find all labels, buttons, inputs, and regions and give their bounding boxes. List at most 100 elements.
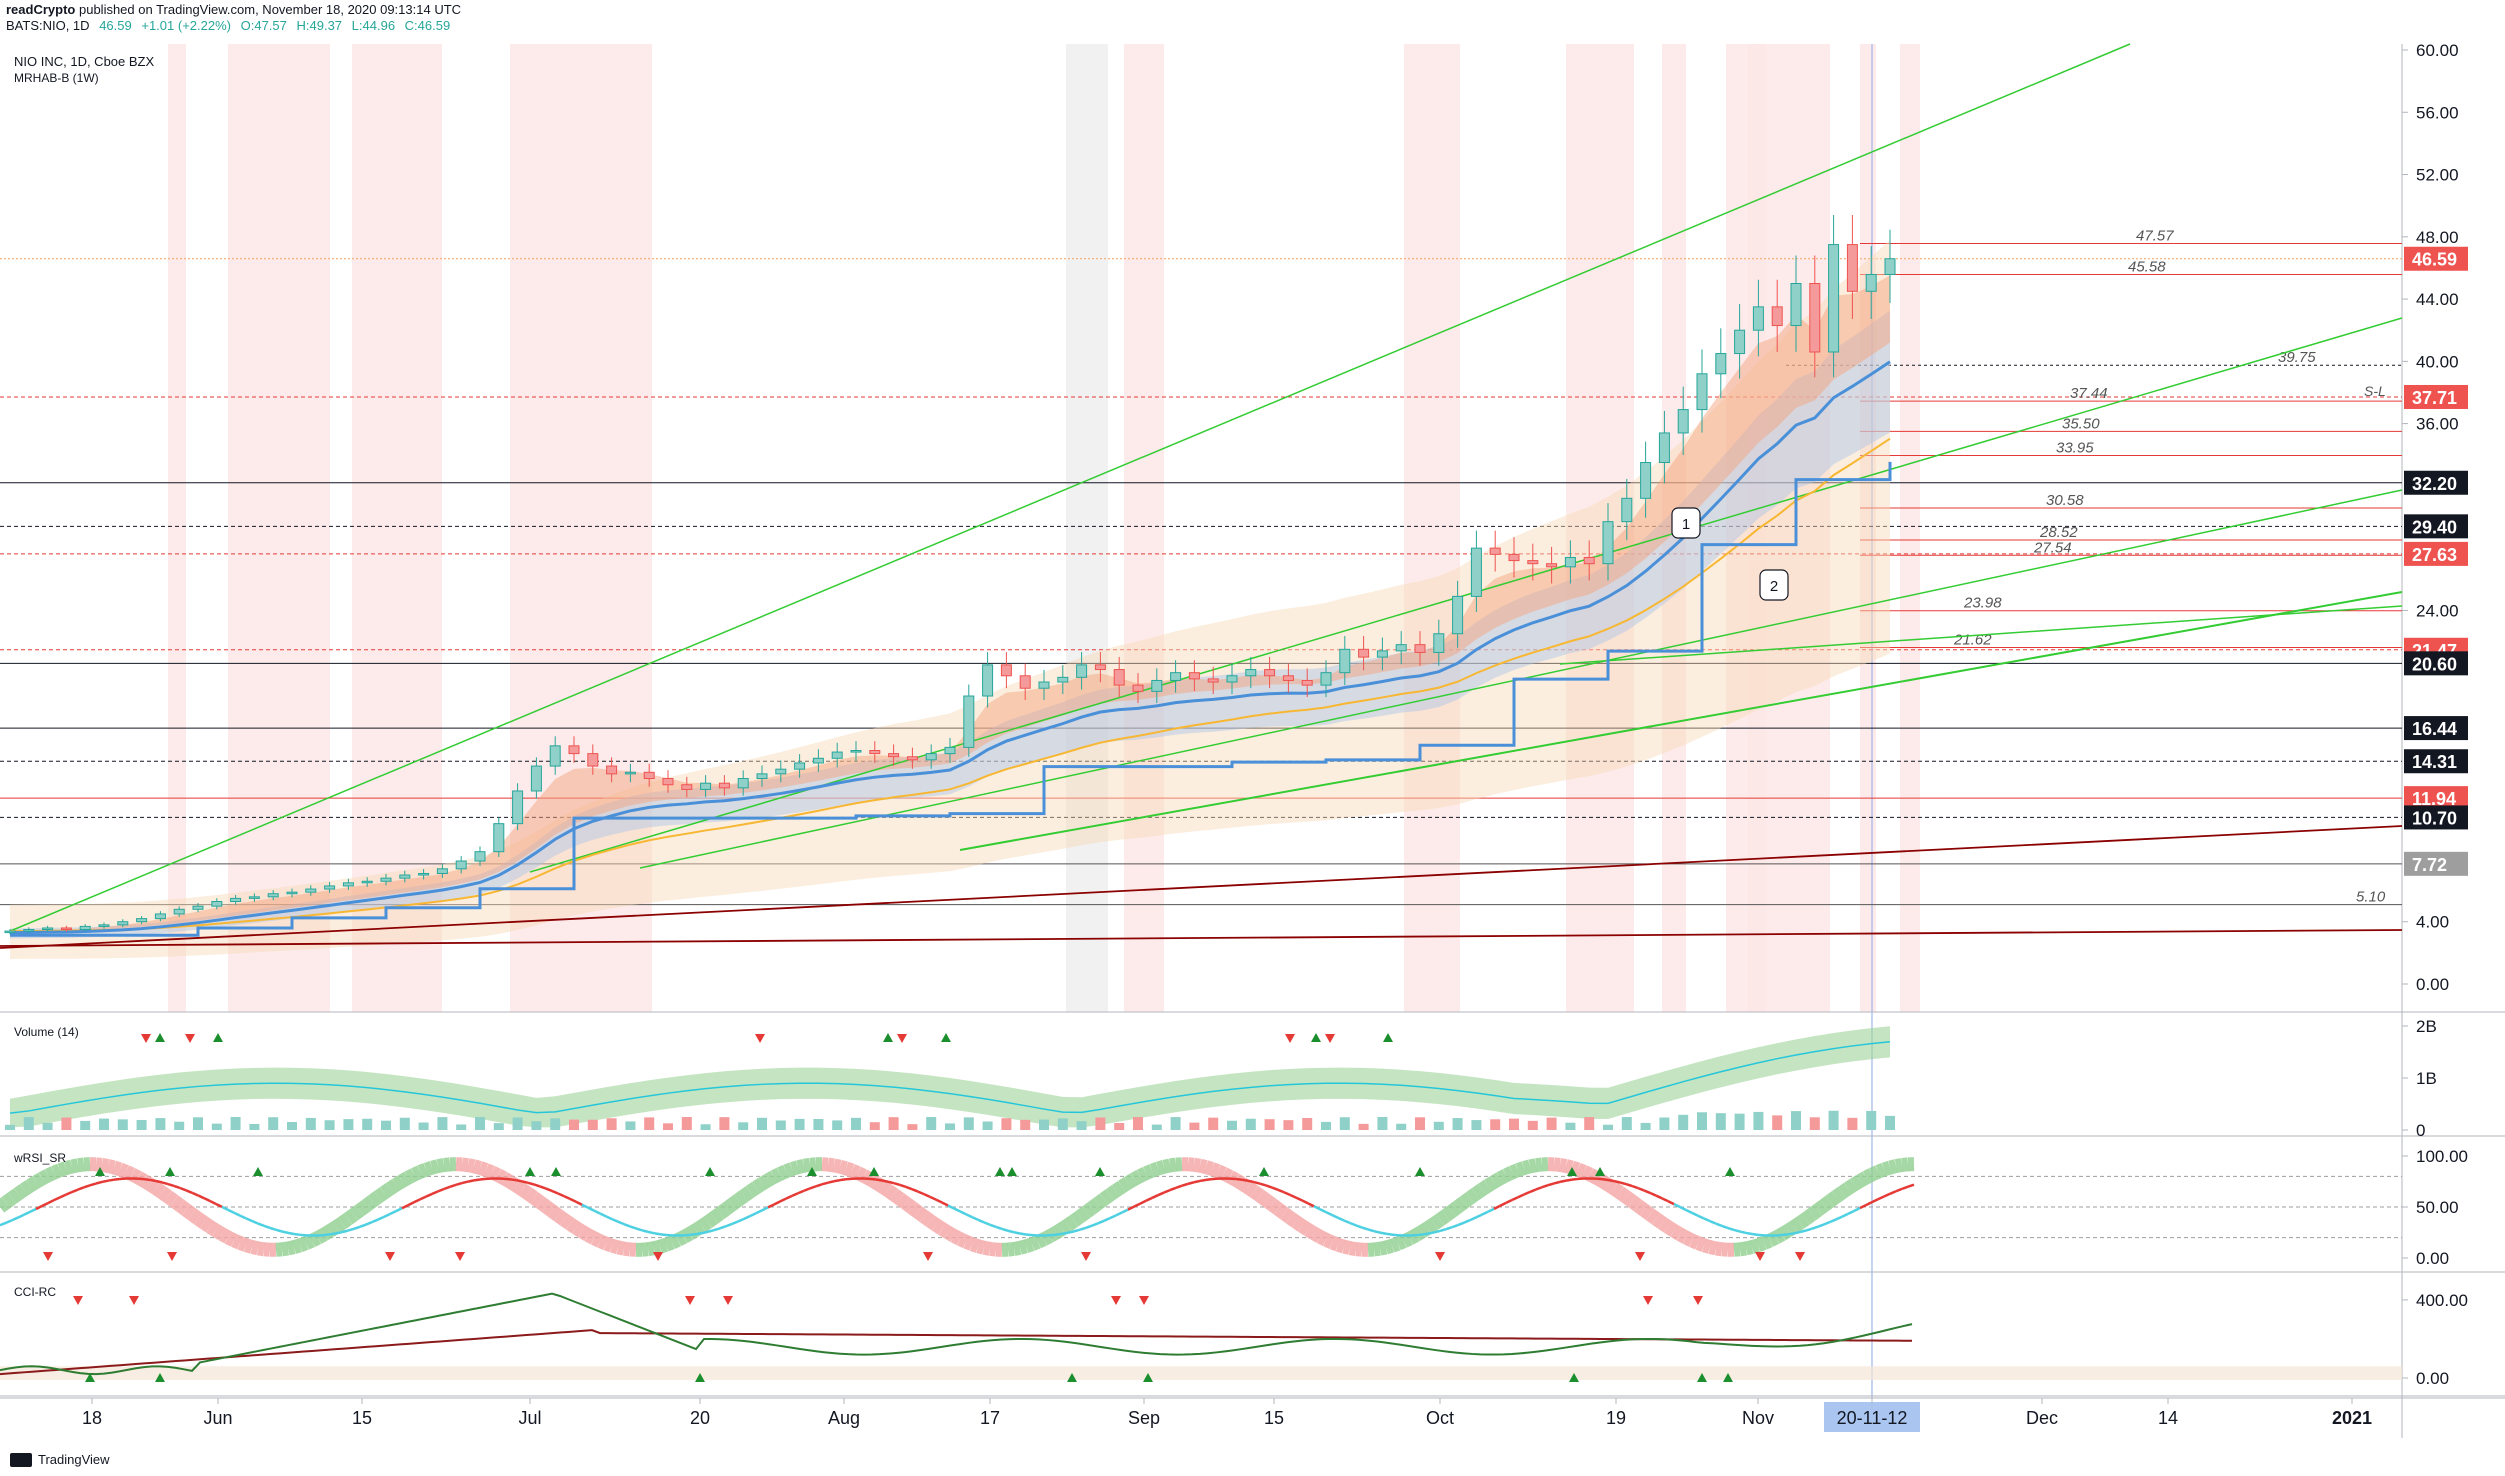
wrsi-signal-line bbox=[1505, 1198, 1513, 1205]
wrsi-ribbon bbox=[1052, 1223, 1066, 1239]
volume-bar bbox=[1151, 1124, 1162, 1130]
volume-bar bbox=[1415, 1117, 1425, 1130]
candle-body bbox=[1771, 306, 1783, 327]
wrsi-ribbon bbox=[303, 1234, 315, 1250]
wrsi-signal-line bbox=[659, 1232, 667, 1237]
wrsi-signal-line bbox=[1385, 1232, 1393, 1236]
wrsi-signal-line bbox=[293, 1232, 301, 1237]
wrsi-ribbon bbox=[560, 1213, 574, 1230]
wrsi-signal-line bbox=[611, 1217, 619, 1223]
buy-arrow-icon bbox=[525, 1167, 535, 1176]
wrsi-signal-line bbox=[287, 1231, 295, 1236]
wrsi-ribbon bbox=[938, 1222, 952, 1239]
sell-arrow-icon bbox=[653, 1252, 663, 1261]
wrsi-signal-line bbox=[1019, 1232, 1027, 1236]
wrsi-signal-line bbox=[251, 1219, 259, 1225]
wrsi-signal-line bbox=[1499, 1201, 1507, 1207]
wrsi-ribbon bbox=[1575, 1162, 1587, 1179]
publisher-name[interactable]: readCrypto bbox=[6, 2, 76, 17]
wrsi-ribbon bbox=[231, 1233, 243, 1250]
wrsi-ribbon bbox=[1261, 1194, 1277, 1211]
wrsi-ribbon bbox=[367, 1191, 383, 1208]
wrsi-ribbon bbox=[1348, 1241, 1358, 1257]
wrsi-ribbon bbox=[411, 1165, 423, 1182]
blue-band bbox=[10, 310, 1890, 939]
trend-line bbox=[529, 317, 2403, 873]
wrsi-signal-line bbox=[1313, 1205, 1321, 1211]
volume-bar bbox=[437, 1117, 448, 1130]
candle-body bbox=[173, 908, 185, 915]
wrsi-ribbon bbox=[578, 1225, 592, 1242]
price-tag bbox=[2404, 246, 2468, 271]
highlight-band bbox=[228, 44, 330, 1012]
level-label: 33.95 bbox=[2056, 440, 2094, 457]
volume-bar bbox=[211, 1123, 222, 1130]
wrsi-signal-line bbox=[1427, 1231, 1435, 1235]
price-pane[interactable]: 47.57 45.58 39.75 37.44 35.50 33.95 30.58 28.52… bbox=[0, 43, 2403, 959]
wrsi-signal-line bbox=[383, 1212, 391, 1218]
wrsi-signal-line bbox=[245, 1217, 253, 1223]
cci-pane[interactable] bbox=[0, 1292, 2402, 1382]
brand-name: TradingView bbox=[38, 1452, 110, 1467]
wrsi-ribbon bbox=[1755, 1236, 1767, 1252]
buy-arrow-icon bbox=[155, 1373, 165, 1382]
wrsi-signal-line bbox=[389, 1210, 397, 1216]
wrsi-signal-line bbox=[71, 1188, 79, 1194]
wrsi-ribbon bbox=[1522, 1159, 1532, 1175]
tradingview-logo[interactable]: TradingView bbox=[10, 1452, 110, 1467]
wrsi-ribbon bbox=[1106, 1184, 1120, 1201]
wrsi-signal-line bbox=[953, 1207, 961, 1213]
sell-arrow-icon bbox=[43, 1252, 53, 1261]
wrsi-signal-line bbox=[1457, 1221, 1465, 1227]
wrsi-ribbon bbox=[157, 1186, 173, 1203]
wrsi-signal-line bbox=[845, 1177, 853, 1181]
level-label: 28.52 bbox=[2039, 524, 2078, 541]
wrsi-ribbon bbox=[386, 1178, 400, 1195]
wrsi-signal-line bbox=[1595, 1177, 1603, 1181]
wrsi-signal-line bbox=[959, 1210, 967, 1216]
wrsi-signal-line bbox=[215, 1202, 223, 1209]
wrsi-ribbon bbox=[1639, 1204, 1655, 1221]
wrsi-ribbon bbox=[280, 1241, 290, 1257]
time-tick-label: Sep bbox=[1128, 1408, 1160, 1428]
wrsi-signal-line bbox=[761, 1206, 769, 1212]
wrsi-ribbon bbox=[1192, 1157, 1202, 1173]
wrsi-signal-line bbox=[641, 1229, 649, 1234]
candle-body bbox=[1151, 679, 1163, 692]
volume-pane[interactable] bbox=[5, 1026, 1895, 1130]
candle-body bbox=[1583, 556, 1595, 565]
wrsi-signal-line bbox=[185, 1189, 193, 1194]
price-tag-label: 27.63 bbox=[2412, 545, 2457, 565]
volume-bar bbox=[381, 1120, 391, 1130]
wrsi-signal-line bbox=[1685, 1208, 1693, 1215]
wrsi-ribbon bbox=[1795, 1213, 1811, 1229]
wrsi-ribbon bbox=[1249, 1185, 1265, 1202]
buy-arrow-icon bbox=[1067, 1373, 1077, 1382]
wrsi-signal-line bbox=[0, 1221, 7, 1227]
wrsi-ribbon bbox=[1615, 1186, 1631, 1203]
wrsi-ribbon bbox=[590, 1231, 604, 1248]
wrsi-ribbon bbox=[169, 1195, 185, 1212]
wrsi-ribbon bbox=[616, 1240, 626, 1256]
wrsi-ribbon bbox=[1304, 1223, 1318, 1240]
candle-body bbox=[1884, 258, 1896, 275]
sell-arrow-icon bbox=[1081, 1252, 1091, 1261]
volume-ma-line bbox=[9, 1041, 1891, 1114]
wrsi-signal-line bbox=[1373, 1229, 1381, 1234]
wrsi-signal-line bbox=[983, 1221, 991, 1226]
fast-ema-fill bbox=[10, 275, 1890, 932]
wrsi-ribbon bbox=[1459, 1192, 1475, 1209]
wrsi-ribbon bbox=[1064, 1215, 1078, 1231]
candle-body bbox=[324, 885, 336, 890]
volume-bar bbox=[42, 1122, 53, 1130]
candle-body bbox=[211, 900, 223, 907]
wrsi-ribbon bbox=[1232, 1174, 1246, 1190]
wrsi-signal-line bbox=[1241, 1178, 1249, 1183]
wrsi-pane[interactable] bbox=[0, 1157, 2402, 1261]
candle-body bbox=[4, 930, 16, 934]
wrsi-ribbon bbox=[669, 1233, 681, 1249]
wrsi-ribbon bbox=[1813, 1199, 1829, 1216]
wrsi-ribbon bbox=[553, 1209, 569, 1226]
cci-signal-line bbox=[0, 1329, 1913, 1376]
